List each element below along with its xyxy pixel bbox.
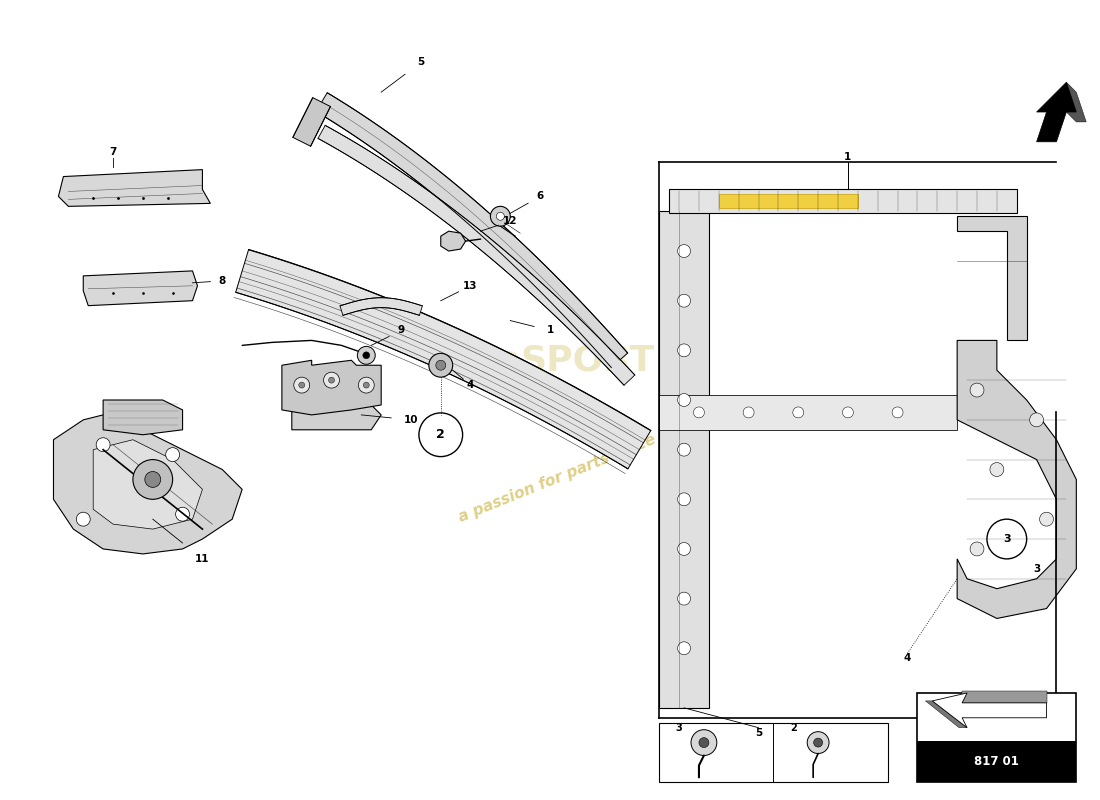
Circle shape	[678, 542, 691, 555]
FancyBboxPatch shape	[718, 194, 858, 208]
Circle shape	[691, 730, 717, 755]
Circle shape	[1030, 413, 1044, 427]
FancyBboxPatch shape	[669, 190, 1016, 214]
FancyBboxPatch shape	[917, 693, 1076, 782]
Circle shape	[678, 294, 691, 307]
Text: 9: 9	[397, 326, 405, 335]
Circle shape	[363, 382, 370, 388]
Polygon shape	[340, 298, 422, 315]
Polygon shape	[957, 341, 1076, 618]
Text: euro: euro	[427, 343, 520, 378]
Circle shape	[166, 448, 179, 462]
Text: 1: 1	[845, 152, 851, 162]
Circle shape	[814, 738, 823, 747]
Polygon shape	[441, 231, 465, 251]
Text: 4: 4	[466, 380, 474, 390]
Circle shape	[429, 354, 453, 377]
Polygon shape	[282, 360, 382, 415]
Polygon shape	[1066, 82, 1087, 122]
Circle shape	[133, 459, 173, 499]
Polygon shape	[54, 415, 242, 554]
Circle shape	[892, 407, 903, 418]
Circle shape	[970, 542, 985, 556]
Circle shape	[496, 212, 504, 220]
Polygon shape	[293, 98, 330, 146]
Circle shape	[76, 512, 90, 526]
Text: 4: 4	[904, 653, 911, 663]
Circle shape	[793, 407, 804, 418]
FancyBboxPatch shape	[659, 211, 708, 708]
Text: SPORT: SPORT	[520, 343, 654, 378]
Polygon shape	[84, 271, 198, 306]
Polygon shape	[933, 693, 1046, 728]
Text: 3: 3	[1003, 534, 1011, 544]
FancyBboxPatch shape	[659, 395, 957, 430]
Polygon shape	[103, 400, 183, 434]
Circle shape	[96, 438, 110, 452]
Text: 6: 6	[537, 191, 543, 202]
Circle shape	[145, 471, 161, 487]
Circle shape	[359, 377, 374, 393]
Circle shape	[843, 407, 854, 418]
Polygon shape	[58, 170, 210, 206]
Circle shape	[807, 732, 829, 754]
Polygon shape	[235, 250, 651, 469]
Circle shape	[678, 642, 691, 654]
Text: 7: 7	[109, 146, 117, 157]
Polygon shape	[957, 216, 1026, 341]
Circle shape	[1040, 512, 1054, 526]
Text: 10: 10	[404, 415, 418, 425]
Circle shape	[678, 394, 691, 406]
Circle shape	[678, 493, 691, 506]
Circle shape	[678, 443, 691, 456]
Circle shape	[678, 592, 691, 605]
Polygon shape	[962, 691, 1046, 703]
Polygon shape	[94, 440, 202, 529]
FancyBboxPatch shape	[659, 722, 888, 782]
Circle shape	[678, 344, 691, 357]
Circle shape	[294, 377, 310, 393]
Circle shape	[329, 377, 334, 383]
Circle shape	[678, 245, 691, 258]
Circle shape	[693, 407, 704, 418]
Text: 817 01: 817 01	[975, 755, 1020, 768]
FancyBboxPatch shape	[917, 741, 1076, 782]
Text: 2: 2	[790, 722, 796, 733]
Circle shape	[358, 346, 375, 364]
Circle shape	[323, 372, 340, 388]
Circle shape	[176, 507, 189, 521]
Polygon shape	[292, 405, 382, 430]
Text: 3: 3	[1033, 564, 1041, 574]
Polygon shape	[318, 126, 635, 386]
Text: 3: 3	[675, 722, 682, 733]
Circle shape	[436, 360, 446, 370]
Polygon shape	[925, 701, 967, 728]
Circle shape	[363, 352, 370, 358]
Text: 5: 5	[755, 728, 762, 738]
Polygon shape	[1036, 82, 1076, 142]
Polygon shape	[316, 93, 628, 367]
Circle shape	[970, 383, 985, 397]
Text: 8: 8	[219, 276, 225, 286]
Circle shape	[744, 407, 755, 418]
Text: 5: 5	[417, 58, 425, 67]
Circle shape	[491, 206, 510, 226]
Text: 1: 1	[547, 326, 553, 335]
Text: a passion for parts since 1985: a passion for parts since 1985	[456, 414, 703, 525]
Text: 2: 2	[437, 428, 446, 442]
Circle shape	[698, 738, 708, 747]
Circle shape	[990, 462, 1004, 477]
Circle shape	[299, 382, 305, 388]
Text: 12: 12	[503, 216, 517, 226]
Text: 11: 11	[195, 554, 210, 564]
Text: 13: 13	[463, 281, 477, 290]
